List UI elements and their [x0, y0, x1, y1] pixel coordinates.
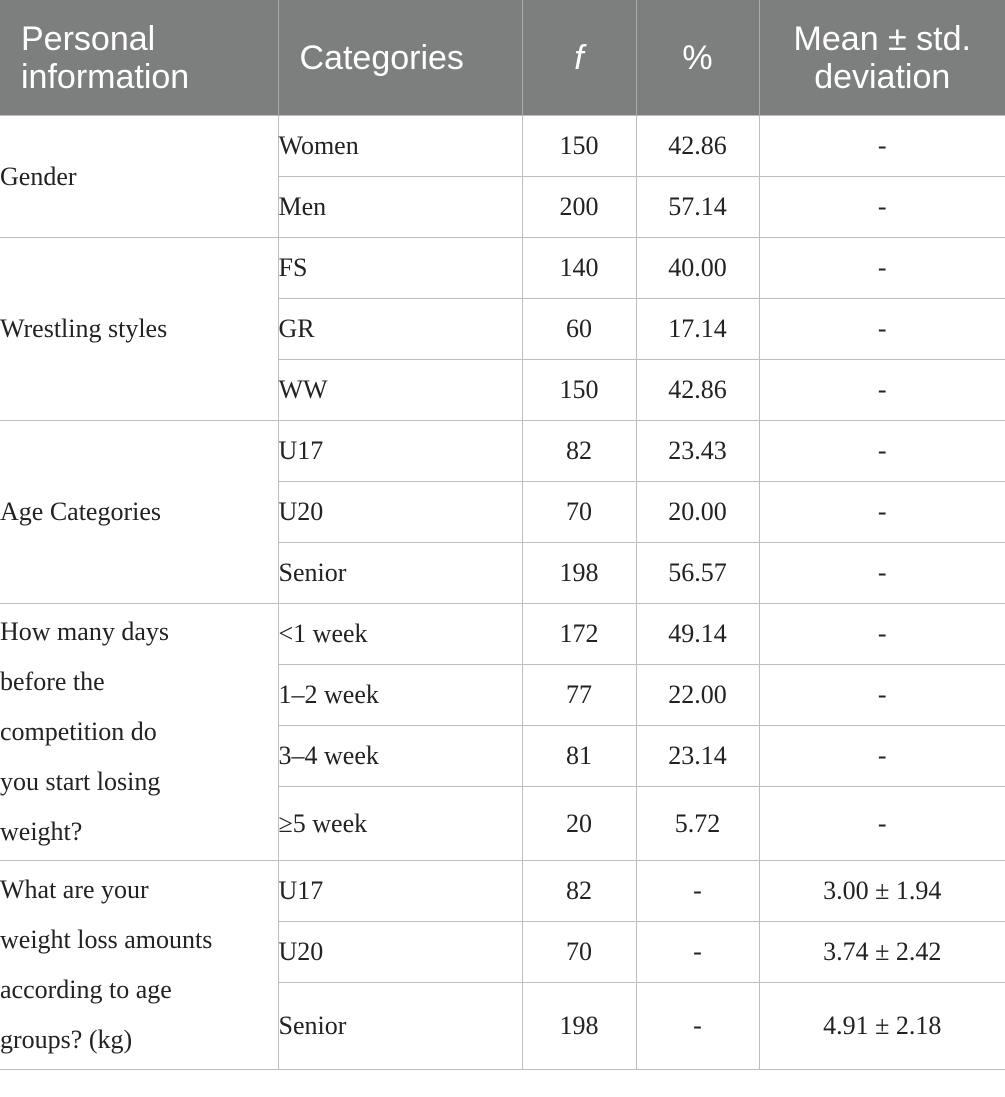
category-cell: Women — [277, 115, 523, 177]
header-row: Personal information Categories f % Mean… — [0, 0, 1005, 116]
category-cell: U17 — [277, 420, 523, 482]
mean-cell: - — [758, 725, 1005, 787]
group-label-line: competition do — [0, 717, 157, 746]
frequency-cell: 77 — [521, 664, 637, 726]
group-label-weight-loss-amounts: What are your weight loss amounts accord… — [0, 860, 279, 1070]
percent-cell: 5.72 — [635, 786, 760, 861]
mean-cell: - — [758, 298, 1005, 360]
frequency-cell: 82 — [521, 420, 637, 482]
group-label-line: How many days — [0, 617, 169, 646]
mean-cell: - — [758, 603, 1005, 665]
personal-information-table: Personal information Categories f % Mean… — [0, 0, 1005, 1070]
group-label-wrestling-styles: Wrestling styles — [0, 237, 279, 421]
table-row: ≥5 week 20 5.72 - — [0, 786, 1005, 861]
mean-cell: - — [758, 786, 1005, 861]
mean-cell: - — [758, 176, 1005, 238]
header-percent: % — [635, 0, 759, 116]
group-label-line: before the — [0, 667, 105, 696]
table-row: Men 200 57.14 - — [0, 176, 1005, 238]
percent-cell: 56.57 — [635, 542, 760, 604]
percent-cell: 23.14 — [635, 725, 760, 787]
table-row: What are your weight loss amounts accord… — [0, 860, 1005, 1070]
header-categories: Categories — [277, 0, 522, 116]
category-cell: GR — [278, 298, 523, 360]
group-label-age-categories: Age Categories — [0, 420, 279, 604]
table-row: How many days before the competition do … — [0, 603, 1005, 861]
category-cell: 1–2 week — [278, 664, 523, 726]
percent-cell: 49.14 — [635, 603, 760, 665]
percent-cell: 23.43 — [635, 420, 760, 482]
percent-cell: - — [635, 921, 760, 983]
percent-cell: 42.86 — [635, 359, 760, 421]
table-row: 3–4 week 81 23.14 - — [0, 725, 1005, 787]
frequency-cell: 150 — [521, 115, 637, 177]
category-cell: WW — [278, 359, 523, 421]
category-cell: 3–4 week — [278, 725, 523, 787]
category-cell: U17 — [277, 860, 523, 922]
frequency-cell: 60 — [521, 298, 637, 360]
frequency-cell: 198 — [521, 542, 637, 604]
percent-cell: 22.00 — [635, 664, 760, 726]
header-frequency: f — [521, 0, 636, 116]
percent-cell: 20.00 — [635, 481, 760, 543]
percent-cell: - — [635, 982, 760, 1070]
category-cell: U20 — [278, 481, 523, 543]
table-row: U20 70 20.00 - — [0, 481, 1005, 543]
group-label-line: weight? — [0, 817, 83, 846]
group-label-line: groups? (kg) — [0, 1025, 133, 1054]
mean-cell: - — [758, 664, 1005, 726]
category-cell: FS — [277, 237, 523, 299]
group-label-gender: Gender — [0, 115, 279, 238]
mean-cell: - — [758, 115, 1005, 177]
frequency-cell: 81 — [521, 725, 637, 787]
header-personal-information: Personal information — [0, 0, 278, 116]
percent-cell: - — [635, 860, 760, 922]
percent-cell: 17.14 — [635, 298, 760, 360]
percent-cell: 40.00 — [635, 237, 760, 299]
mean-cell: - — [758, 237, 1005, 299]
table-row: Gender Women 150 42.86 - — [0, 115, 1005, 238]
frequency-cell: 140 — [521, 237, 637, 299]
mean-cell: - — [758, 359, 1005, 421]
header-personal-information-line1: Personal — [21, 19, 156, 58]
category-cell: U20 — [278, 921, 523, 983]
group-label-line: according to age — [0, 975, 172, 1004]
group-label-line: What are your — [0, 875, 149, 904]
mean-cell: 3.74 ± 2.42 — [758, 921, 1005, 983]
frequency-cell: 70 — [521, 921, 637, 983]
group-label-line: you start losing — [0, 767, 161, 796]
mean-cell: - — [758, 420, 1005, 482]
frequency-cell: 82 — [521, 860, 637, 922]
mean-cell: 3.00 ± 1.94 — [758, 860, 1005, 922]
frequency-cell: 198 — [521, 982, 637, 1070]
frequency-cell: 70 — [521, 481, 637, 543]
table-row: U20 70 - 3.74 ± 2.42 — [0, 921, 1005, 983]
frequency-cell: 20 — [521, 786, 637, 861]
table-row: Senior 198 - 4.91 ± 2.18 — [0, 982, 1005, 1070]
frequency-cell: 150 — [521, 359, 637, 421]
category-cell: Men — [278, 176, 523, 238]
frequency-cell: 200 — [521, 176, 637, 238]
group-label-line: weight loss amounts — [0, 925, 213, 954]
header-personal-information-line2: information — [21, 57, 190, 96]
table-row: Wrestling styles FS 140 40.00 - — [0, 237, 1005, 421]
frequency-cell: 172 — [521, 603, 637, 665]
percent-cell: 42.86 — [635, 115, 760, 177]
category-cell: ≥5 week — [278, 786, 523, 861]
header-mean-std-line2: deviation — [814, 57, 951, 96]
mean-cell: - — [758, 481, 1005, 543]
mean-cell: 4.91 ± 2.18 — [758, 982, 1005, 1070]
header-mean-std: Mean ± std. deviation — [758, 0, 1005, 116]
header-mean-std-line1: Mean ± std. — [793, 19, 971, 58]
category-cell: Senior — [278, 982, 523, 1070]
category-cell: Senior — [278, 542, 523, 604]
group-label-days-before-competition: How many days before the competition do … — [0, 603, 279, 861]
table-row: Age Categories U17 82 23.43 - — [0, 420, 1005, 604]
table-row: GR 60 17.14 - — [0, 298, 1005, 360]
table-row: WW 150 42.86 - — [0, 359, 1005, 421]
category-cell: <1 week — [277, 603, 523, 665]
percent-cell: 57.14 — [635, 176, 760, 238]
mean-cell: - — [758, 542, 1005, 604]
